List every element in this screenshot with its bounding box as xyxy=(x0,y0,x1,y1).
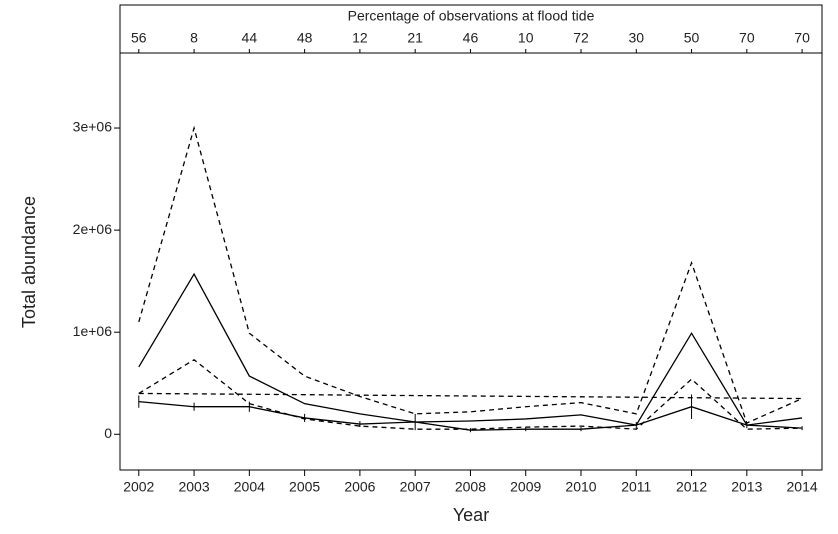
top-axis-label: 70 xyxy=(739,30,755,46)
series-line xyxy=(138,400,803,431)
top-axis-title: Percentage of observations at flood tide xyxy=(348,8,595,24)
x-tick-label: 2003 xyxy=(178,479,209,495)
y-axis-title: Total abundance xyxy=(19,196,39,328)
x-tick-label: 2010 xyxy=(565,479,596,495)
series-line xyxy=(138,392,803,400)
x-tick-label: 2005 xyxy=(289,479,320,495)
top-axis-label: 10 xyxy=(518,30,534,46)
top-axis-label: 21 xyxy=(407,30,423,46)
y-tick-label: 3e+06 xyxy=(73,119,113,135)
x-tick-label: 2007 xyxy=(400,479,431,495)
top-axis-label: 72 xyxy=(573,30,589,46)
series-line xyxy=(138,272,803,426)
y-tick-label: 0 xyxy=(104,425,112,441)
top-axis-label: 50 xyxy=(684,30,700,46)
top-axis-label: 44 xyxy=(242,30,258,46)
x-tick-label: 2009 xyxy=(510,479,541,495)
top-axis-label: 46 xyxy=(463,30,479,46)
y-tick-label: 2e+06 xyxy=(73,221,113,237)
plot-frame xyxy=(119,4,823,471)
x-axis-title: Year xyxy=(453,505,489,525)
top-axis-label: 30 xyxy=(628,30,644,46)
x-tick-label: 2012 xyxy=(676,479,707,495)
x-tick-label: 2014 xyxy=(787,479,818,495)
x-tick-label: 2008 xyxy=(455,479,486,495)
series-line xyxy=(138,125,803,424)
top-axis-label: 48 xyxy=(297,30,313,46)
x-tick-label: 2013 xyxy=(731,479,762,495)
x-tick-label: 2002 xyxy=(123,479,154,495)
top-axis-label: 12 xyxy=(352,30,368,46)
x-tick-label: 2011 xyxy=(621,479,651,495)
x-tick-label: 2004 xyxy=(234,479,265,495)
top-axis-label: 56 xyxy=(131,30,147,46)
top-axis-label: 8 xyxy=(190,30,198,46)
x-tick-label: 2006 xyxy=(344,479,375,495)
y-tick-label: 1e+06 xyxy=(73,323,113,339)
top-axis-label: 70 xyxy=(794,30,810,46)
